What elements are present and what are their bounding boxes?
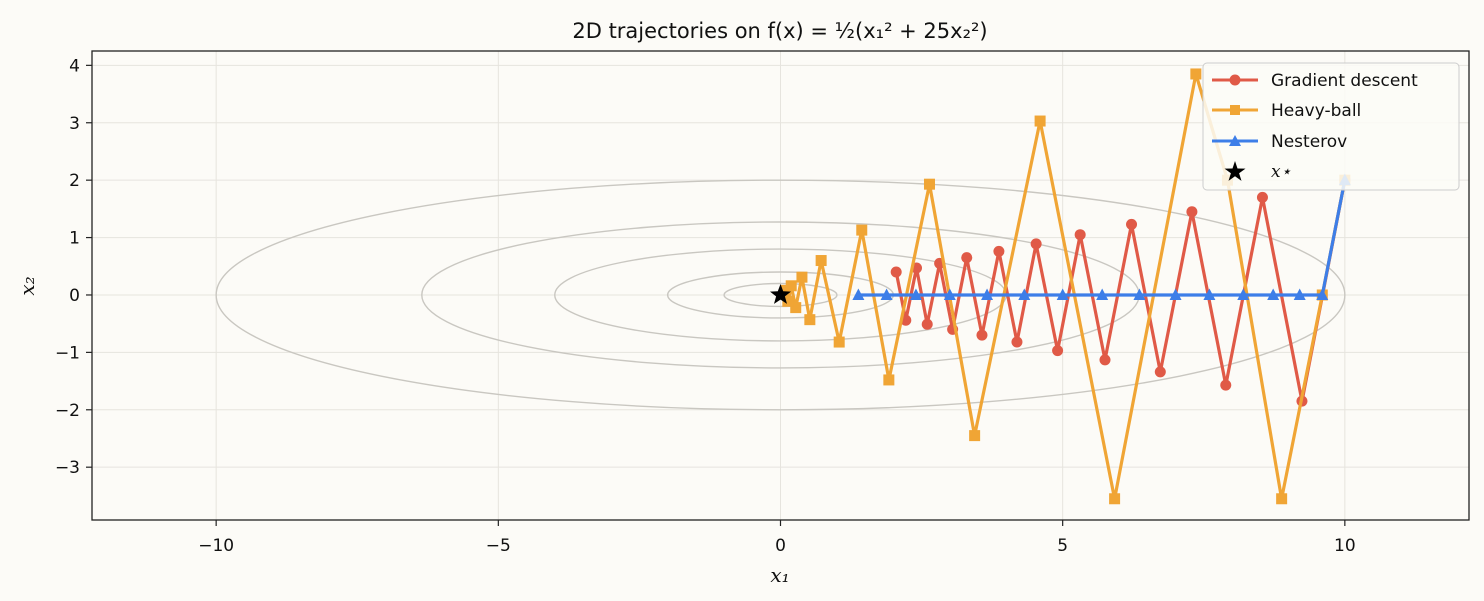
legend-label-optimum: x⋆ [1271,162,1292,182]
legend-entry-gradient-descent: Gradient descent [1212,71,1418,91]
y-tick-label: 0 [69,286,80,306]
data-point [1099,354,1111,366]
series-line [858,179,1347,297]
data-point [1276,493,1288,505]
data-point [1011,336,1023,348]
data-point [1267,288,1280,300]
contour-layer [215,179,1346,411]
data-point [815,255,827,267]
data-point [1133,288,1146,300]
data-point [785,280,797,292]
x-tick-label: 0 [775,536,786,556]
data-point [921,318,933,330]
data-point [1237,288,1250,300]
data-point [1030,238,1042,250]
data-point [923,178,935,190]
legend-entry-heavy-ball: Heavy-ball [1212,101,1361,121]
data-point [909,288,922,300]
data-point [1154,366,1166,378]
data-point [796,271,808,283]
legend-star-icon [1224,161,1246,181]
data-point [1074,229,1086,241]
data-point [856,224,868,236]
data-point [804,314,816,326]
data-point [1034,115,1046,127]
legend-label-nesterov: Nesterov [1271,132,1347,152]
data-point [993,245,1005,257]
x-axis-label: x₁ [770,563,789,587]
y-tick-label: −1 [55,343,80,363]
legend-label-heavy-ball: Heavy-ball [1271,101,1361,121]
y-axis-label: x₂ [15,276,39,295]
x-tick-label: 10 [1334,536,1356,556]
contour-line [723,282,838,308]
y-tick-label: −3 [55,458,80,478]
data-point [852,288,865,300]
legend-circle-marker-icon [1229,74,1241,86]
data-point [1316,288,1329,300]
data-point [833,336,845,348]
legend-triangle-marker-icon [1229,135,1241,146]
y-tick-label: 2 [69,171,80,191]
y-tick-label: 3 [69,114,80,134]
legend-square-marker-icon [1230,105,1240,115]
y-tick-label: −2 [55,401,80,421]
x-tick-label: −5 [486,536,511,556]
contour-line [215,179,1346,411]
data-point [969,430,981,442]
legend-label-gradient-descent: Gradient descent [1271,71,1418,91]
series-gradient-descent [890,174,1351,407]
x-tick-label: 5 [1057,536,1068,556]
legend-box [1202,62,1460,191]
data-point [782,295,794,307]
data-point [1293,288,1306,300]
data-point [1190,68,1202,80]
data-point [890,266,902,278]
data-point [1256,191,1268,203]
optimum-star-marker [770,284,791,304]
legend-entry-nesterov: Nesterov [1212,132,1347,152]
data-point [1052,345,1064,357]
data-point [1096,288,1109,300]
x-tick-label: −10 [198,536,234,556]
data-point [943,288,956,300]
chart-title: 2D trajectories on f(x) = ½(x₁² + 25x₂²) [572,19,987,43]
data-point [1056,288,1069,300]
data-point [880,288,893,300]
legend-entry-optimum: x⋆ [1224,161,1292,182]
data-point [1186,206,1198,218]
y-tick-label: 1 [69,229,80,249]
data-point [1220,379,1232,391]
data-point [1203,288,1216,300]
data-point [1018,288,1031,300]
data-point [1169,288,1182,300]
data-point [790,302,802,314]
data-point [883,374,895,386]
legend: Gradient descent Heavy-ball Nesterov x⋆ [1202,62,1460,191]
data-point [976,329,988,341]
data-point [780,284,792,296]
y-tick-label: 4 [69,56,80,76]
data-point [981,288,994,300]
data-point [961,252,973,264]
data-point [1126,218,1138,230]
data-point [1109,493,1121,505]
